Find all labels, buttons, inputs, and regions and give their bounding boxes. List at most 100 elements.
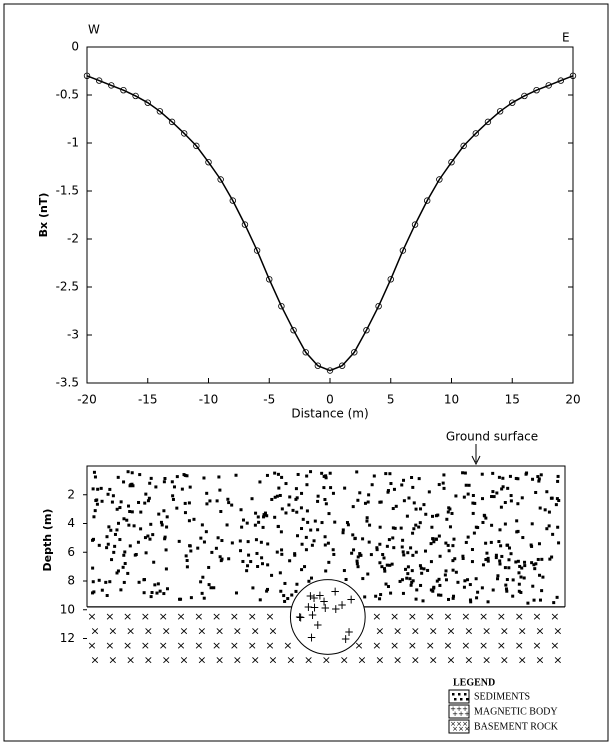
sediment-dot <box>306 520 310 524</box>
sediment-dot <box>509 552 513 556</box>
body-plus: + <box>295 610 305 624</box>
data-point <box>229 197 236 204</box>
sediment-dot <box>265 514 269 518</box>
sediment-dot <box>461 471 465 475</box>
sediment-dot <box>283 599 287 603</box>
sediment-dot <box>406 572 410 576</box>
sediment-dot <box>446 543 450 547</box>
legend-dot <box>466 698 469 701</box>
sediment-dot <box>313 519 317 523</box>
sediment-dot <box>105 594 109 598</box>
sediment-dot <box>419 507 423 511</box>
sediment-dot <box>501 485 505 489</box>
sediment-dot <box>276 472 280 476</box>
basement-x: × <box>426 610 435 623</box>
sediment-dot <box>547 510 551 514</box>
sediment-dot <box>158 589 162 593</box>
sediment-dot <box>438 554 442 558</box>
depth-axis-title: Depth (m) <box>41 509 54 572</box>
sediment-dot <box>284 482 288 486</box>
sediment-dot <box>253 523 257 527</box>
basement-x: × <box>105 639 114 652</box>
basement-x: × <box>408 639 417 652</box>
sediment-dot <box>556 479 560 483</box>
sediment-dot <box>240 525 244 529</box>
basement-x: × <box>126 624 135 637</box>
sediment-dot <box>208 499 212 503</box>
sediment-dot <box>149 476 153 480</box>
basement-x: × <box>141 639 150 652</box>
sediment-dot <box>165 525 169 529</box>
sediment-dot <box>369 553 373 557</box>
sediment-dot <box>126 571 130 575</box>
sediment-dot <box>401 550 405 554</box>
sediment-dot <box>517 571 521 575</box>
sediment-dot <box>486 600 490 604</box>
sediment-dot <box>531 584 535 588</box>
sediment-dot <box>323 535 327 539</box>
sediment-dot <box>476 590 480 594</box>
sediment-dot <box>523 560 527 564</box>
sediment-dot <box>427 490 431 494</box>
sediment-dot <box>131 484 135 488</box>
basement-x: × <box>212 610 221 623</box>
sediment-dot <box>273 495 277 499</box>
sediment-dot <box>516 529 520 533</box>
body-plus: + <box>337 598 347 612</box>
sediment-dot <box>435 579 439 583</box>
sediment-dot <box>162 592 166 596</box>
sediment-dot <box>499 544 503 548</box>
sediment-dot <box>365 519 369 523</box>
sediment-dot <box>381 553 385 557</box>
sediment-dot <box>204 530 208 534</box>
sediment-dot <box>509 494 513 498</box>
sediment-dot <box>97 543 101 547</box>
sediment-dot <box>148 537 152 541</box>
sediment-dot <box>305 509 309 513</box>
sediment-dot <box>323 543 327 547</box>
sediment-dot <box>165 587 169 591</box>
sediment-dot <box>164 548 168 552</box>
sediment-dot <box>361 577 365 581</box>
data-point <box>193 142 200 150</box>
sediment-dot <box>361 537 365 541</box>
sediment-dot <box>115 528 119 532</box>
sediment-dot <box>127 504 131 508</box>
basement-x: × <box>248 610 257 623</box>
sediment-dot <box>366 500 370 504</box>
data-point <box>496 108 504 115</box>
sediment-dot <box>509 499 513 503</box>
sediment-dot <box>202 476 206 480</box>
sediment-dot <box>505 589 509 593</box>
sediment-dot <box>170 480 174 484</box>
sediment-dot <box>327 560 331 564</box>
sediment-dot <box>239 549 243 553</box>
sediment-dot <box>442 486 446 490</box>
body-plus: + <box>344 625 354 639</box>
sediment-dot <box>230 503 234 507</box>
sediment-dot <box>392 487 396 491</box>
sediment-dot <box>519 590 523 594</box>
sediment-dot <box>159 520 163 524</box>
sediment-dot <box>97 578 101 582</box>
sediment-dot <box>453 557 457 561</box>
sediment-dot <box>324 502 328 506</box>
sediment-dot <box>162 509 166 513</box>
sediment-dot <box>230 541 234 545</box>
legend-swatch <box>448 719 470 734</box>
sediment-dot <box>175 475 179 479</box>
sediment-dot <box>189 549 193 553</box>
sediment-dot <box>148 481 152 485</box>
x-tick-label: -20 <box>77 393 97 407</box>
sediment-dot <box>261 525 265 529</box>
sediment-dot <box>556 525 560 529</box>
x-tick-label: -10 <box>199 393 219 407</box>
east-label: E <box>562 31 570 45</box>
sediment-dot <box>388 472 392 476</box>
sediment-dot <box>295 496 299 500</box>
sediment-dot <box>220 539 224 543</box>
basement-x: × <box>518 624 527 637</box>
sediment-dot <box>496 577 500 581</box>
sediment-dot <box>200 591 204 595</box>
data-point <box>509 99 516 106</box>
